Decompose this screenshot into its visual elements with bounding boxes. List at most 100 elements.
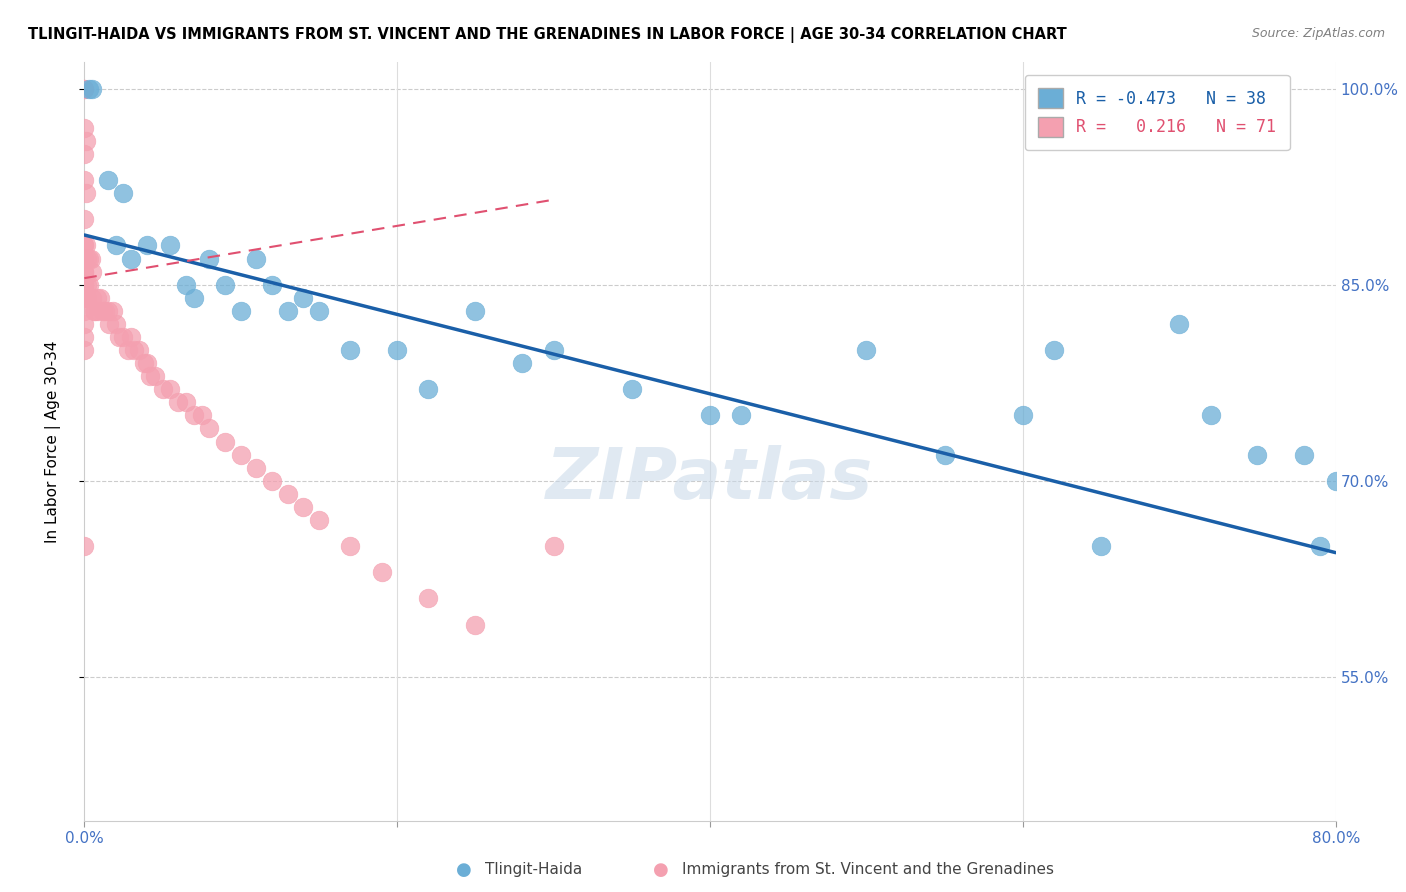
Point <box>73 120 96 135</box>
Point <box>1246 448 1268 462</box>
Point <box>262 474 284 488</box>
Point <box>262 277 284 292</box>
Point <box>934 448 956 462</box>
Point <box>418 382 440 396</box>
Point <box>73 264 96 278</box>
Point <box>86 291 108 305</box>
Point <box>73 81 96 95</box>
Point <box>245 460 267 475</box>
Point <box>82 81 104 95</box>
Point <box>174 395 197 409</box>
Point <box>245 252 267 266</box>
Point <box>87 303 110 318</box>
Text: Source: ZipAtlas.com: Source: ZipAtlas.com <box>1251 27 1385 40</box>
Point <box>97 303 120 318</box>
Point <box>73 238 96 252</box>
Point <box>543 343 565 357</box>
Point <box>512 356 534 370</box>
Point <box>1199 409 1222 423</box>
Point <box>75 134 97 148</box>
Point <box>73 147 96 161</box>
Point <box>75 238 97 252</box>
Text: ●: ● <box>652 861 669 879</box>
Point <box>107 330 129 344</box>
Point <box>292 291 315 305</box>
Point <box>730 409 752 423</box>
Point <box>855 343 877 357</box>
Point <box>277 487 299 501</box>
Point <box>84 303 107 318</box>
Point <box>73 264 96 278</box>
Point <box>91 303 114 318</box>
Point <box>159 382 181 396</box>
Point <box>464 303 486 318</box>
Point <box>198 252 221 266</box>
Point <box>104 238 127 252</box>
Point <box>1043 343 1066 357</box>
Point <box>308 513 330 527</box>
Point <box>308 303 330 318</box>
Point <box>174 277 197 292</box>
Point <box>73 252 96 266</box>
Point <box>229 303 252 318</box>
Point <box>699 409 721 423</box>
Point <box>1168 317 1191 331</box>
Point <box>143 369 166 384</box>
Point <box>101 303 124 318</box>
Point <box>76 277 98 292</box>
Point <box>83 303 105 318</box>
Point <box>112 186 135 201</box>
Point <box>79 252 101 266</box>
Text: ●: ● <box>456 861 472 879</box>
Point <box>229 448 252 462</box>
Point <box>1012 409 1035 423</box>
Point <box>1294 448 1316 462</box>
Point <box>339 343 361 357</box>
Point <box>124 343 146 357</box>
Point <box>132 356 155 370</box>
Point <box>464 617 486 632</box>
Point <box>1309 539 1331 553</box>
Point <box>1090 539 1112 553</box>
Point <box>93 303 115 318</box>
Point <box>120 330 142 344</box>
Point <box>370 566 392 580</box>
Point <box>73 317 96 331</box>
Point <box>136 356 159 370</box>
Point <box>97 173 120 187</box>
Point <box>73 212 96 227</box>
Point <box>73 277 96 292</box>
Point <box>167 395 190 409</box>
Point <box>214 277 236 292</box>
Point <box>117 343 139 357</box>
Point <box>183 291 205 305</box>
Point <box>73 291 96 305</box>
Point <box>77 277 100 292</box>
Point <box>76 291 98 305</box>
Point <box>277 303 299 318</box>
Point <box>75 186 97 201</box>
Point <box>73 330 96 344</box>
Point <box>73 277 96 292</box>
Point <box>292 500 315 514</box>
Point <box>190 409 212 423</box>
Text: ZIPatlas: ZIPatlas <box>547 445 873 514</box>
Y-axis label: In Labor Force | Age 30-34: In Labor Force | Age 30-34 <box>45 340 60 543</box>
Point <box>214 434 236 449</box>
Point <box>385 343 409 357</box>
Legend: R = -0.473   N = 38, R =   0.216   N = 71: R = -0.473 N = 38, R = 0.216 N = 71 <box>1025 75 1289 150</box>
Point <box>89 291 111 305</box>
Point <box>73 81 96 95</box>
Point <box>198 421 221 435</box>
Point <box>152 382 174 396</box>
Point <box>620 382 643 396</box>
Point <box>73 238 96 252</box>
Point <box>73 343 96 357</box>
Text: Tlingit-Haida: Tlingit-Haida <box>485 863 582 877</box>
Point <box>1324 474 1347 488</box>
Point <box>77 81 100 95</box>
Point <box>73 291 96 305</box>
Point <box>120 252 142 266</box>
Point <box>159 238 181 252</box>
Point <box>73 303 96 318</box>
